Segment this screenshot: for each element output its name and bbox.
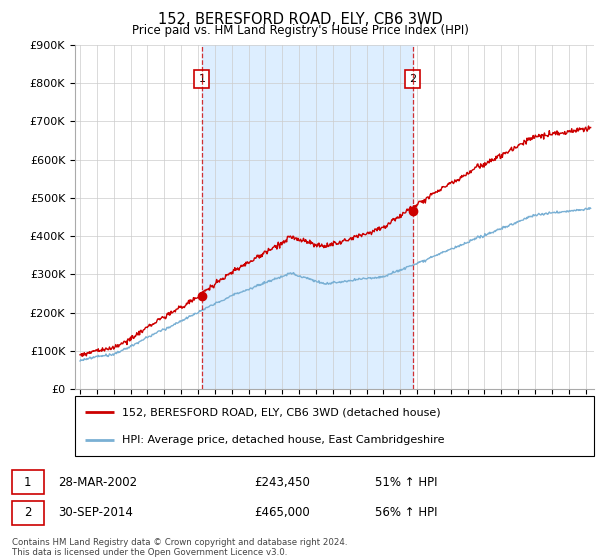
Text: £465,000: £465,000 — [254, 506, 310, 520]
Text: Price paid vs. HM Land Registry's House Price Index (HPI): Price paid vs. HM Land Registry's House … — [131, 24, 469, 36]
Text: 51% ↑ HPI: 51% ↑ HPI — [375, 475, 437, 489]
Bar — [12, 470, 44, 494]
Text: 152, BERESFORD ROAD, ELY, CB6 3WD: 152, BERESFORD ROAD, ELY, CB6 3WD — [158, 12, 442, 27]
Text: 152, BERESFORD ROAD, ELY, CB6 3WD (detached house): 152, BERESFORD ROAD, ELY, CB6 3WD (detac… — [122, 407, 440, 417]
Text: 56% ↑ HPI: 56% ↑ HPI — [375, 506, 437, 520]
Text: 28-MAR-2002: 28-MAR-2002 — [58, 475, 137, 489]
Bar — [202, 45, 413, 389]
Text: 1: 1 — [199, 74, 205, 84]
Text: Contains HM Land Registry data © Crown copyright and database right 2024.
This d: Contains HM Land Registry data © Crown c… — [12, 538, 347, 557]
Text: 2: 2 — [24, 506, 32, 520]
Text: 1: 1 — [24, 475, 32, 489]
Text: £243,450: £243,450 — [254, 475, 310, 489]
Text: HPI: Average price, detached house, East Cambridgeshire: HPI: Average price, detached house, East… — [122, 435, 444, 445]
Text: 2: 2 — [409, 74, 416, 84]
Text: 30-SEP-2014: 30-SEP-2014 — [58, 506, 133, 520]
Bar — [12, 501, 44, 525]
